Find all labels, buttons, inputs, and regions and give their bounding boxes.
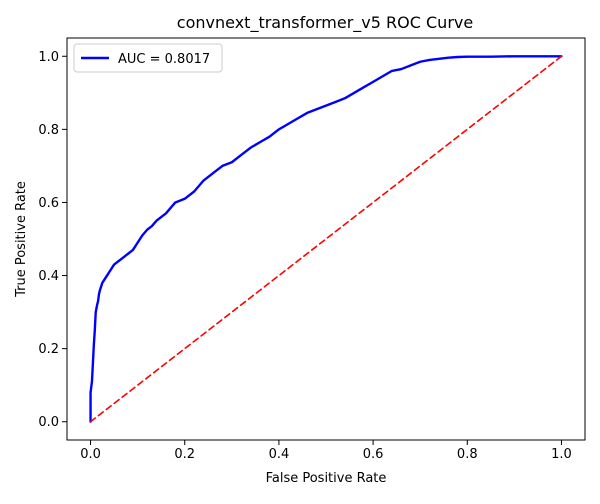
roc-curve-line bbox=[89, 55, 563, 423]
x-axis-ticks: 0.0 0.2 0.4 0.6 0.8 1.0 bbox=[80, 440, 572, 462]
legend: AUC = 0.8017 bbox=[73, 43, 223, 73]
axes-frame bbox=[66, 37, 586, 441]
y-tick-label: 0.0 bbox=[38, 415, 59, 430]
y-tick-label: 0.2 bbox=[38, 342, 59, 357]
y-tick-label: 0.4 bbox=[38, 269, 59, 284]
y-tick-label: 0.8 bbox=[38, 123, 59, 138]
x-tick-label: 0.0 bbox=[80, 447, 101, 462]
x-tick-label: 0.8 bbox=[457, 447, 478, 462]
y-axis-ticks: 0.0 0.2 0.4 0.6 0.8 1.0 bbox=[38, 50, 67, 430]
x-axis-label: False Positive Rate bbox=[266, 471, 387, 486]
y-tick-label: 1.0 bbox=[38, 50, 59, 65]
x-tick-label: 1.0 bbox=[551, 447, 572, 462]
y-tick-label: 0.6 bbox=[38, 196, 59, 211]
y-axis-label: True Positive Rate bbox=[14, 181, 29, 298]
random-baseline-line bbox=[89, 55, 563, 423]
x-tick-label: 0.4 bbox=[269, 447, 290, 462]
legend-entry-label: AUC = 0.8017 bbox=[118, 52, 210, 67]
legend-box bbox=[73, 43, 223, 73]
x-tick-label: 0.2 bbox=[174, 447, 195, 462]
plot-area bbox=[89, 55, 563, 423]
x-tick-label: 0.6 bbox=[363, 447, 384, 462]
chart-title: convnext_transformer_v5 ROC Curve bbox=[177, 13, 473, 33]
